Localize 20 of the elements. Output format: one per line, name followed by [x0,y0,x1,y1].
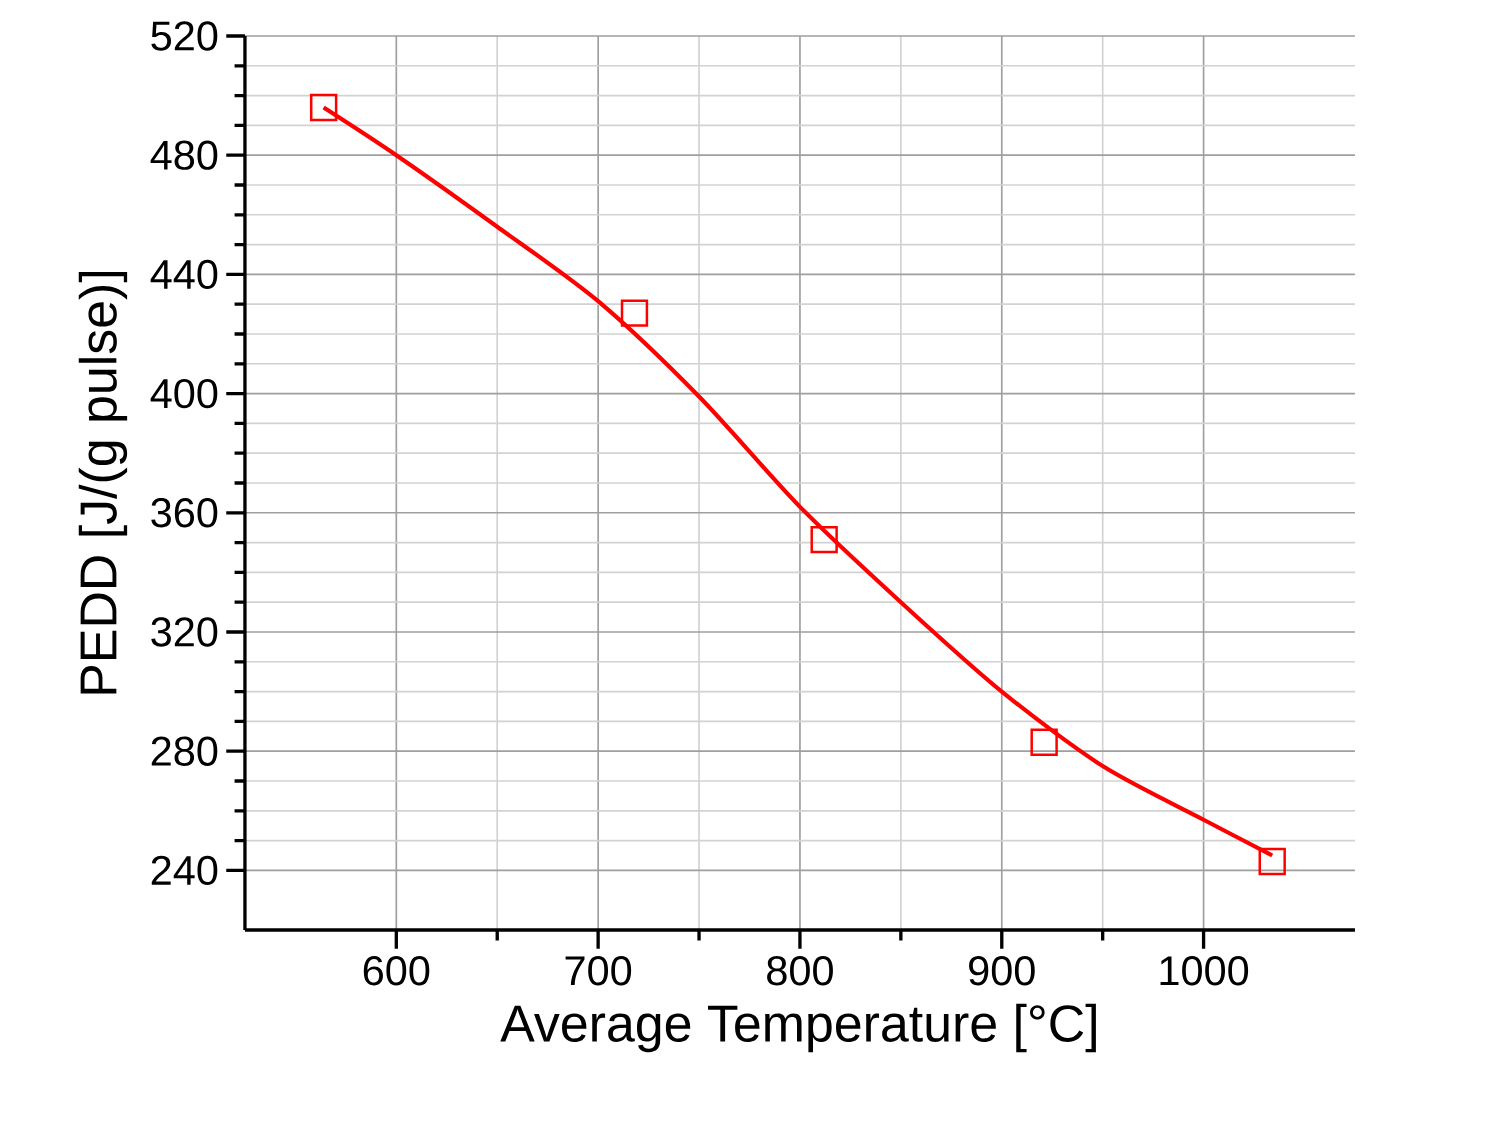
y-tick-label: 320 [151,617,218,647]
point [620,299,649,327]
y-tick-label: 280 [151,736,218,766]
y-tick-label: 440 [150,259,218,290]
y-tick-label: 400 [150,378,218,409]
x-tick-label: 700 [565,956,632,986]
x-tick-label: 800 [767,956,833,986]
point [309,93,338,122]
y-tick-label: 520 [151,21,218,51]
point [1030,728,1058,756]
y-axis-title: PEDD [J/(g pulse)] [78,271,128,694]
point [1258,847,1286,876]
x-tick-label: 1000 [1160,956,1249,986]
x-axis-title: Average Temperature [°C] [500,1003,1096,1053]
x-tick-label: 900 [969,956,1035,986]
y-tick-label: 360 [151,498,218,528]
x-tick-label: 600 [363,956,430,986]
point [810,525,838,554]
y-tick-label: 480 [150,140,218,170]
y-tick-label: 240 [151,855,218,886]
